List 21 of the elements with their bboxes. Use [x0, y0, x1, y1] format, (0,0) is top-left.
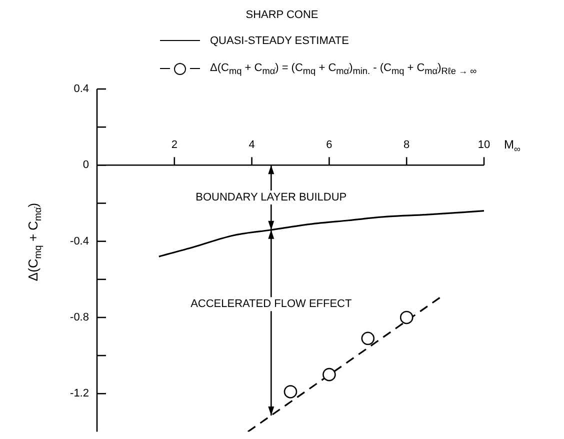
x-axis-title: M∞: [504, 137, 521, 154]
x-tick-label: 4: [248, 139, 255, 152]
x-tick-label: 2: [171, 139, 178, 152]
x-tick-label: 10: [478, 139, 490, 152]
x-tick-label: 8: [404, 139, 410, 152]
y-tick-label: -1.2: [70, 388, 89, 400]
text: Δ(C$_{mq}$ + C$_{mα̇}$) = (C$_{mq}$ + C$_{mα̇}$)$_{min.}$ - (C$_{mq}$ + C$_{mα̇}$)$_{Rℓe → ∞}$: [210, 62, 477, 76]
chart-title: SHARP CONE: [246, 9, 318, 22]
x-tick-label: 6: [326, 139, 332, 152]
legend-label: QUASI-STEADY ESTIMATE: [210, 35, 349, 47]
point: [284, 385, 298, 398]
y-axis-title: Δ(Cmq + Cmα̇): [26, 202, 44, 282]
y-tick-label: -0.8: [70, 312, 89, 324]
y-tick-label: -0.4: [70, 235, 89, 248]
y-tick-label: 0: [82, 159, 89, 172]
annotation: BOUNDARY LAYER BUILDUP: [196, 192, 347, 204]
y-tick-label: 0.4: [74, 83, 89, 96]
point: [400, 310, 414, 324]
annotation: ACCELERATED FLOW EFFECT: [190, 298, 352, 310]
point: [361, 332, 375, 346]
point: [322, 368, 336, 382]
